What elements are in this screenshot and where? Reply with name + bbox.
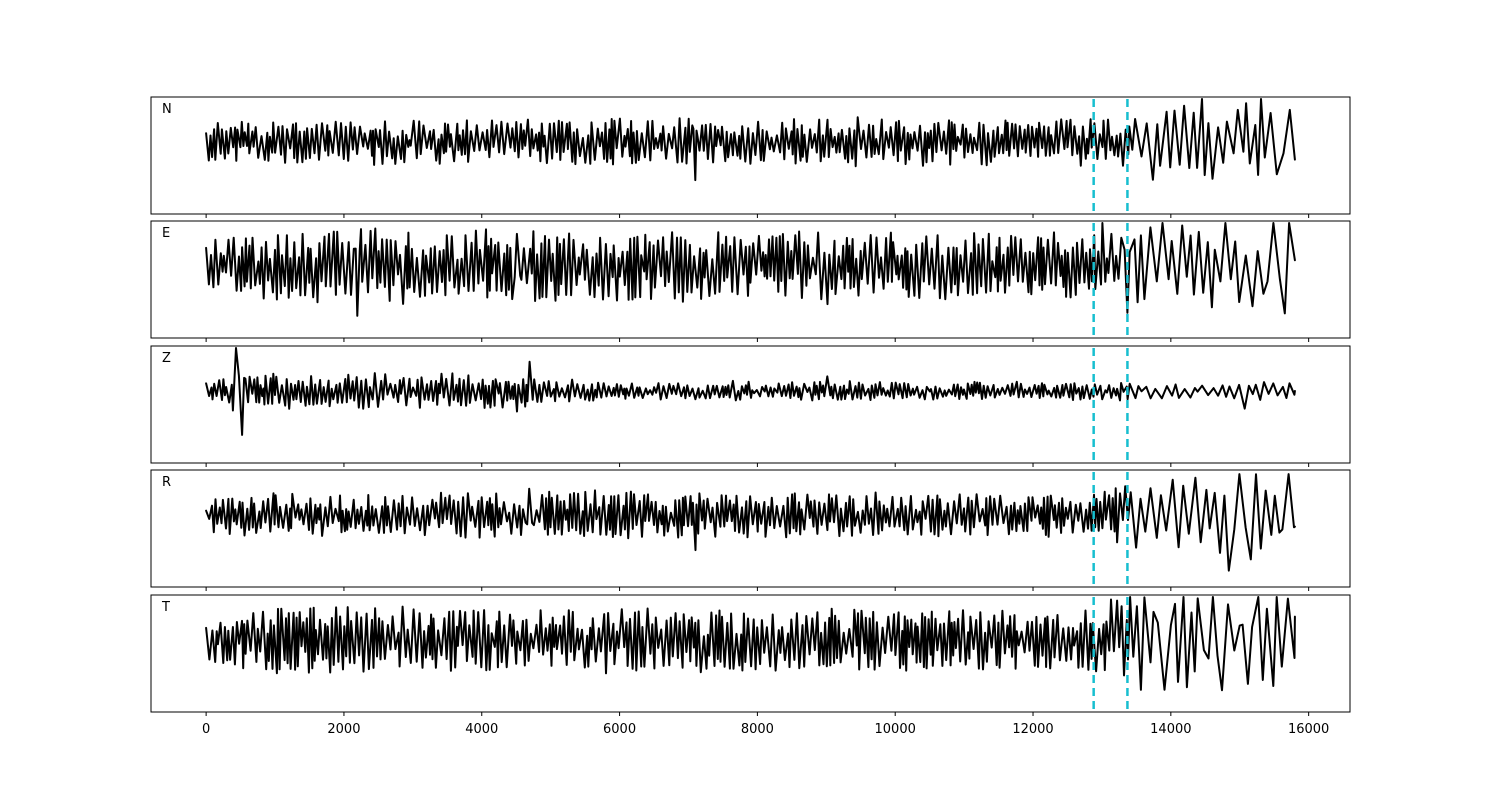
panel-e: E: [150, 220, 1351, 342]
x-tick-label: 14000: [1150, 722, 1191, 737]
trace-e: [205, 222, 1296, 317]
panel-label-r: R: [162, 475, 171, 490]
x-tick-label: 6000: [603, 722, 636, 737]
panel-frame: [150, 469, 1351, 588]
x-tick-label: 0: [202, 722, 210, 737]
trace-n: [205, 98, 1296, 182]
panel-label-e: E: [162, 226, 170, 241]
x-tick-label: 4000: [465, 722, 498, 737]
panel-t: T: [150, 594, 1351, 716]
panel-frame: [150, 345, 1351, 464]
panel-frame: [150, 220, 1351, 339]
x-tick-label: 12000: [1012, 722, 1053, 737]
x-tick-label: 16000: [1288, 722, 1329, 737]
trace-r: [205, 473, 1296, 572]
x-tick-label: 2000: [327, 722, 360, 737]
x-tick-label: 8000: [741, 722, 774, 737]
x-tick-label: 10000: [875, 722, 916, 737]
panel-label-n: N: [162, 102, 172, 117]
panel-n: N: [150, 96, 1351, 218]
trace-z: [205, 347, 1296, 436]
panel-frame: [150, 96, 1351, 215]
panel-frame: [150, 594, 1351, 713]
panel-label-t: T: [161, 600, 170, 615]
panel-z: Z: [150, 345, 1351, 467]
trace-t: [205, 596, 1296, 692]
panel-r: R: [150, 469, 1351, 591]
panel-label-z: Z: [162, 351, 171, 366]
